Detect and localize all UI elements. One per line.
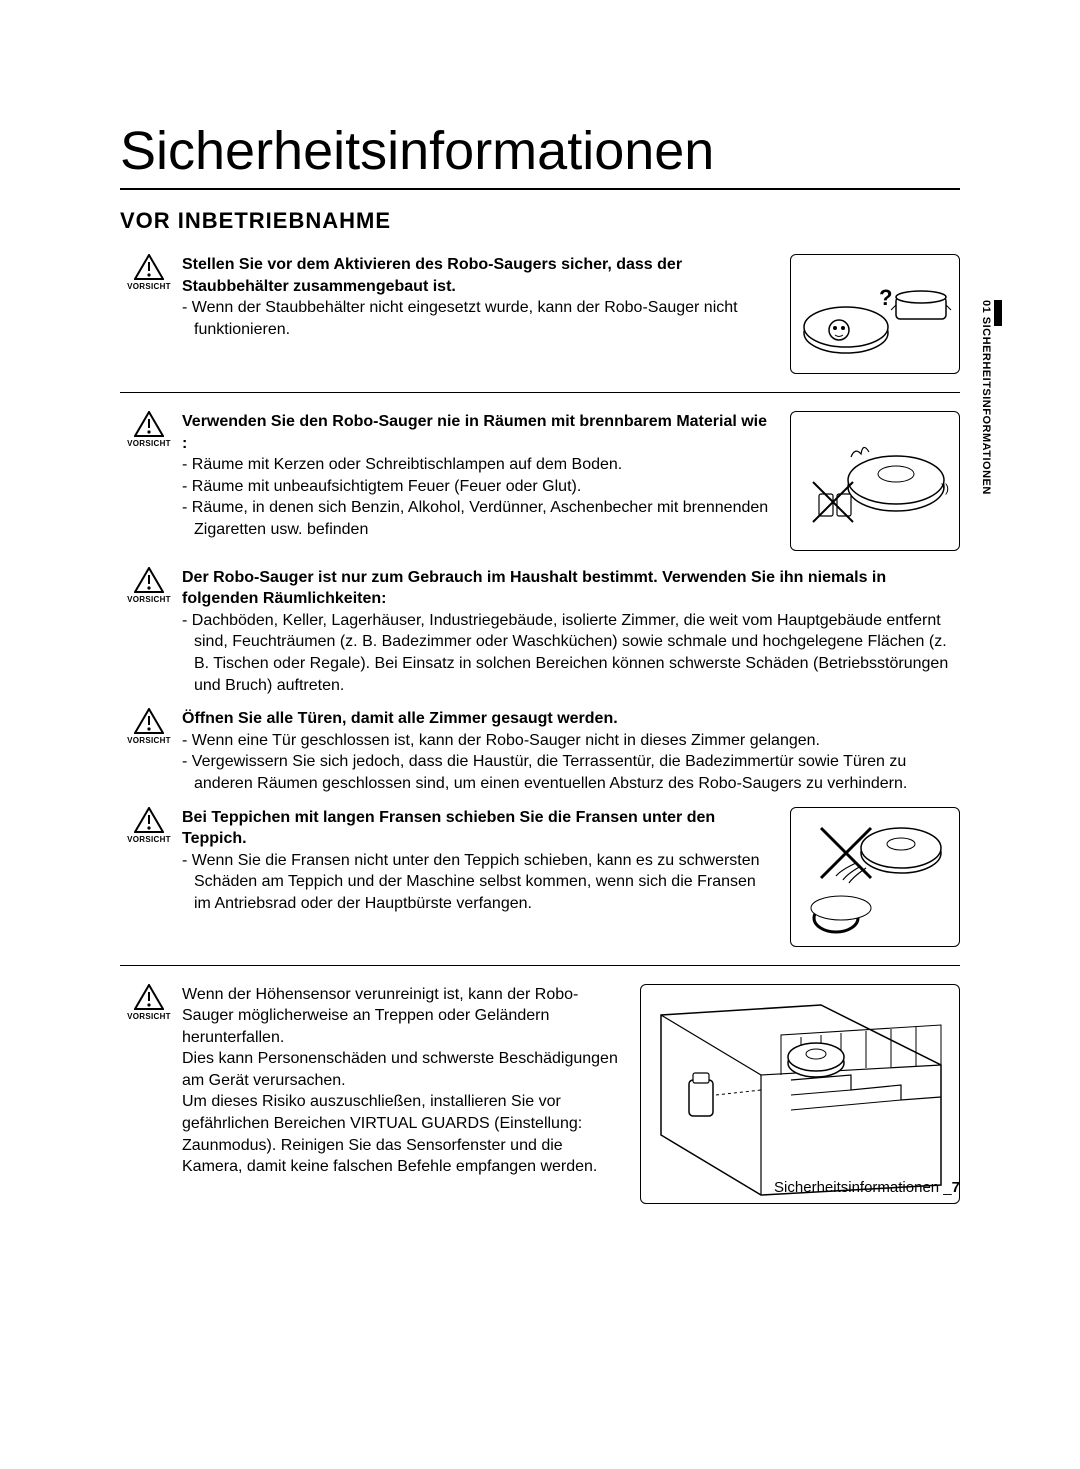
caution-icon-group: VORSICHT <box>120 984 178 1021</box>
illustration-flammable: )) <box>790 411 960 551</box>
caution-content: Der Robo-Sauger ist nur zum Gebrauch im … <box>182 567 960 697</box>
caution-item: Räume mit unbeaufsichtigtem Feuer (Feuer… <box>182 476 776 498</box>
caution-block: VORSICHT Bei Teppichen mit langen Franse… <box>120 807 776 915</box>
caution-block: VORSICHT Wenn der Höhensensor verunreini… <box>120 984 960 1204</box>
caution-paragraph: Wenn der Höhensensor verunreinigt ist, k… <box>182 984 626 1049</box>
caution-label: VORSICHT <box>120 439 178 448</box>
warning-triangle-icon <box>134 411 164 437</box>
caution-item: Wenn der Staubbehälter nicht eingesetzt … <box>182 297 776 340</box>
caution-item: Vergewissern Sie sich jedoch, dass die H… <box>182 751 960 794</box>
page-footer: Sicherheitsinformationen _7 <box>774 1179 960 1196</box>
caution-label: VORSICHT <box>120 736 178 745</box>
caution-icon-group: VORSICHT <box>120 411 178 448</box>
warning-triangle-icon <box>134 807 164 833</box>
caution-item: Räume, in denen sich Benzin, Alkohol, Ve… <box>182 497 776 540</box>
caution-label: VORSICHT <box>120 282 178 291</box>
manual-page: 01 SICHERHEITSINFORMATIONEN Sicherheitsi… <box>0 0 1080 1244</box>
footer-text: Sicherheitsinformationen _ <box>774 1179 952 1196</box>
illustration-carpet <box>790 807 960 947</box>
caution-block: VORSICHT Stellen Sie vor dem Aktivieren … <box>120 254 960 393</box>
caution-block: VORSICHT Öffnen Sie alle Türen, damit al… <box>120 708 960 794</box>
warning-triangle-icon <box>134 984 164 1010</box>
footer-page-number: 7 <box>952 1179 960 1196</box>
caution-heading: Bei Teppichen mit langen Fransen schiebe… <box>182 807 776 850</box>
caution-heading: Der Robo-Sauger ist nur zum Gebrauch im … <box>182 567 960 610</box>
caution-heading: Verwenden Sie den Robo-Sauger nie in Räu… <box>182 411 776 454</box>
caution-label: VORSICHT <box>120 835 178 844</box>
caution-content: Stellen Sie vor dem Aktivieren des Robo-… <box>182 254 776 340</box>
caution-heading: Öffnen Sie alle Türen, damit alle Zimmer… <box>182 708 960 730</box>
svg-text:)): )) <box>941 481 949 495</box>
caution-icon-group: VORSICHT <box>120 708 178 745</box>
side-tab-label: 01 SICHERHEITSINFORMATIONEN <box>980 300 992 495</box>
caution-item: Dachböden, Keller, Lagerhäuser, Industri… <box>182 610 960 696</box>
caution-item: Räume mit Kerzen oder Schreibtischlampen… <box>182 454 776 476</box>
warning-triangle-icon <box>134 254 164 280</box>
caution-label: VORSICHT <box>120 1012 178 1021</box>
caution-item: Wenn eine Tür geschlossen ist, kann der … <box>182 730 960 752</box>
caution-icon-group: VORSICHT <box>120 254 178 291</box>
caution-paragraph: Dies kann Personenschäden und schwerste … <box>182 1048 626 1091</box>
caution-content: Bei Teppichen mit langen Fransen schiebe… <box>182 807 776 915</box>
caution-label: VORSICHT <box>120 595 178 604</box>
illustration-dustbin: ? <box>790 254 960 374</box>
caution-heading: Stellen Sie vor dem Aktivieren des Robo-… <box>182 254 776 297</box>
illustration-stairs <box>640 984 960 1204</box>
svg-text:?: ? <box>879 285 892 310</box>
caution-content: Wenn der Höhensensor verunreinigt ist, k… <box>182 984 626 1178</box>
caution-icon-group: VORSICHT <box>120 807 178 844</box>
warning-triangle-icon <box>134 708 164 734</box>
caution-content: Öffnen Sie alle Türen, damit alle Zimmer… <box>182 708 960 794</box>
caution-item: Wenn Sie die Fransen nicht unter den Tep… <box>182 850 776 915</box>
caution-paragraph: Um dieses Risiko auszuschließen, install… <box>182 1091 626 1177</box>
warning-triangle-icon <box>134 567 164 593</box>
caution-block: VORSICHT Der Robo-Sauger ist nur zum Geb… <box>120 567 960 697</box>
caution-group: VORSICHT Verwenden Sie den Robo-Sauger n… <box>120 411 960 966</box>
caution-content: Verwenden Sie den Robo-Sauger nie in Räu… <box>182 411 776 541</box>
caution-icon-group: VORSICHT <box>120 567 178 604</box>
section-heading: VOR INBETRIEBNAHME <box>120 208 960 234</box>
page-title: Sicherheitsinformationen <box>120 120 960 190</box>
side-tab-marker <box>994 300 1002 326</box>
